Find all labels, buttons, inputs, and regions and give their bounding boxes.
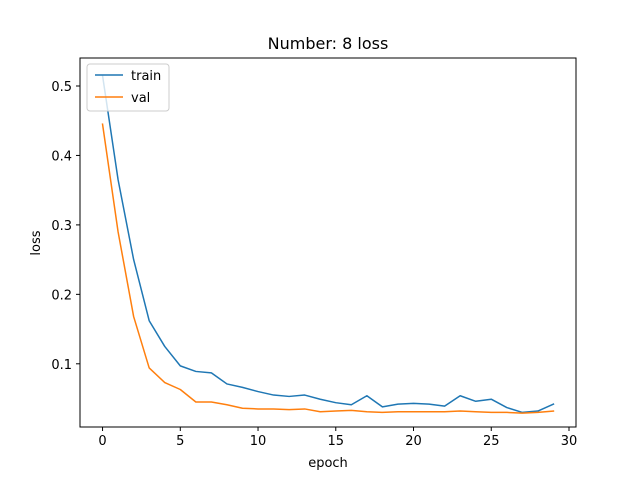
y-tick-label: 0.3 (51, 219, 72, 234)
plot-frame (79, 57, 577, 428)
legend-label-train: train (131, 69, 161, 84)
x-axis: 0 5 10 15 20 25 30 (98, 427, 577, 449)
y-tick-label: 0.5 (51, 80, 72, 95)
chart-title: Number: 8 loss (268, 34, 389, 53)
x-tick-label: 15 (328, 434, 345, 449)
y-tick-label: 0.2 (51, 288, 72, 303)
x-axis-label: epoch (308, 456, 348, 471)
y-tick-label: 0.1 (51, 358, 72, 373)
x-tick-label: 30 (561, 434, 578, 449)
legend-label-val: val (131, 91, 150, 106)
series-line-val (101, 123, 555, 414)
x-tick-label: 25 (483, 434, 500, 449)
x-tick-label: 0 (98, 434, 106, 449)
x-tick-label: 10 (250, 434, 267, 449)
y-axis: 0.1 0.2 0.3 0.4 0.5 (51, 80, 80, 373)
y-tick-label: 0.4 (51, 149, 72, 164)
x-tick-label: 5 (176, 434, 184, 449)
plot-content (101, 74, 555, 414)
x-tick-label: 20 (405, 434, 422, 449)
y-axis-label: loss (29, 230, 44, 255)
legend: train val (86, 63, 170, 112)
series-line-train (101, 74, 555, 414)
